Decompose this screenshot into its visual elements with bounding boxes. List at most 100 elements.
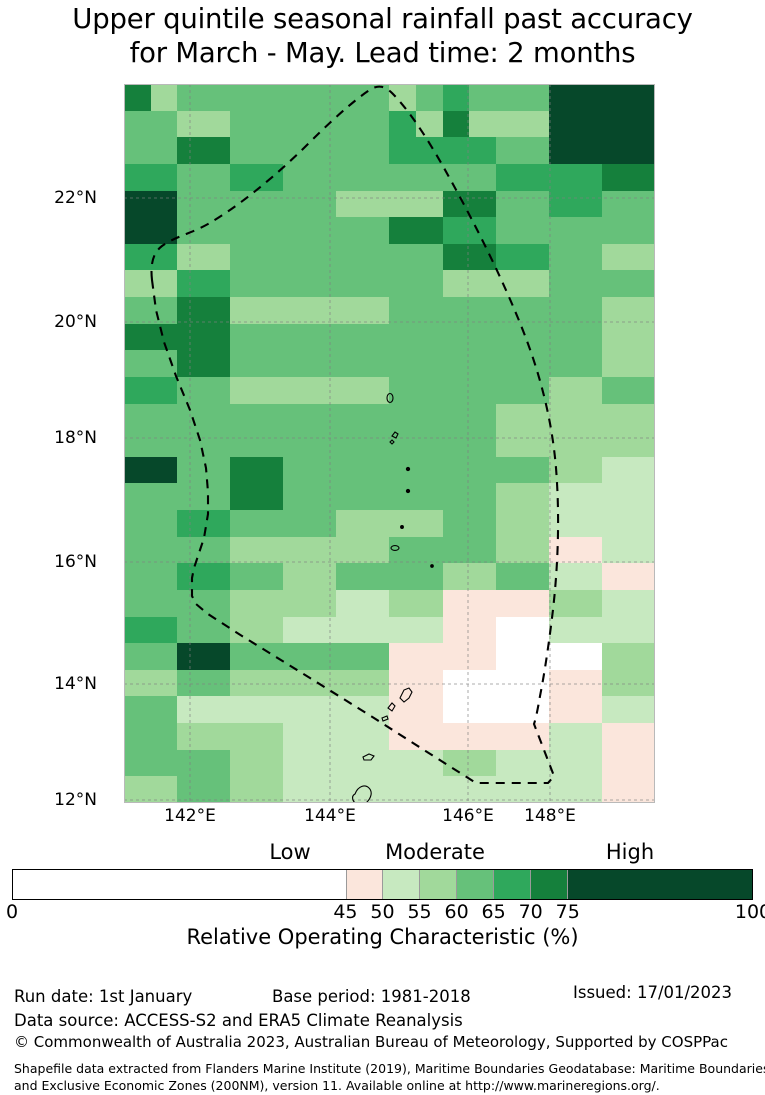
heatmap-cell — [495, 323, 523, 351]
heatmap-cell — [150, 669, 178, 697]
heatmap-cell — [336, 589, 363, 617]
heatmap-cell — [522, 536, 549, 564]
heatmap-cell — [362, 776, 390, 803]
heatmap-cell — [495, 616, 523, 644]
heatmap-cell — [256, 217, 284, 244]
heatmap-cell — [548, 190, 576, 218]
heatmap-cell — [230, 776, 257, 803]
heatmap-cell — [442, 84, 470, 111]
heatmap-cell — [150, 723, 178, 750]
heatmap-cell — [495, 403, 523, 431]
run-date-text: Run date: 1st January — [14, 987, 193, 1006]
heatmap-cell — [256, 110, 284, 138]
heatmap-cell — [203, 536, 231, 564]
heatmap-cell — [230, 589, 257, 617]
heatmap-cell — [283, 110, 310, 138]
heatmap-cell — [522, 217, 549, 244]
heatmap-cell — [442, 456, 470, 484]
heatmap-cell — [416, 776, 443, 803]
heatmap-cell — [283, 84, 310, 111]
heatmap-cell — [230, 563, 257, 590]
heatmap-cell — [150, 350, 178, 377]
heatmap-cell — [548, 749, 576, 777]
heatmap-cell — [442, 323, 470, 351]
heatmap-cell — [283, 536, 310, 564]
heatmap-cell — [336, 137, 363, 164]
heatmap-cell — [389, 243, 417, 271]
heatmap-cell — [601, 323, 629, 351]
heatmap-cell — [203, 84, 231, 111]
colorbar-tick-label: 50 — [370, 901, 395, 923]
heatmap-cell — [522, 163, 549, 191]
heatmap-cell — [575, 163, 602, 191]
heatmap-cell — [336, 243, 363, 271]
x-axis-tick-label: 144°E — [304, 806, 356, 826]
heatmap-cell — [469, 430, 496, 457]
heatmap-cell — [283, 669, 310, 697]
heatmap-cell — [575, 536, 602, 564]
heatmap-cell — [548, 643, 576, 670]
heatmap-cell — [416, 376, 443, 404]
heatmap-cell — [336, 669, 363, 697]
title-line-2: for March - May. Lead time: 2 months — [129, 37, 636, 69]
heatmap-cell — [309, 669, 337, 697]
heatmap-cell — [495, 643, 523, 670]
heatmap-cell — [442, 376, 470, 404]
heatmap-cells[interactable] — [124, 84, 655, 803]
heatmap-cell — [389, 84, 417, 111]
heatmap-cell — [416, 563, 443, 590]
heatmap-cell — [601, 643, 629, 670]
heatmap-cell — [495, 137, 523, 164]
heatmap-cell — [601, 483, 629, 511]
heatmap-cell — [495, 510, 523, 537]
heatmap-cell — [177, 776, 204, 803]
heatmap-cell — [362, 110, 390, 138]
heatmap-cell — [362, 616, 390, 644]
heatmap-cell — [362, 350, 390, 377]
heatmap-cell — [309, 243, 337, 271]
heatmap-cell — [336, 297, 363, 324]
heatmap-cell — [628, 616, 655, 644]
heatmap-cell — [309, 723, 337, 750]
heatmap-cell — [522, 456, 549, 484]
heatmap-cell — [469, 536, 496, 564]
heatmap-cell — [283, 350, 310, 377]
heatmap-cell — [362, 376, 390, 404]
colorbar[interactable] — [12, 869, 753, 900]
heatmap-cell — [309, 110, 337, 138]
heatmap-cell — [469, 163, 496, 191]
heatmap-cell — [124, 110, 151, 138]
heatmap-cell — [177, 376, 204, 404]
heatmap-cell — [469, 243, 496, 271]
heatmap-cell — [177, 483, 204, 511]
heatmap-cell — [362, 243, 390, 271]
heatmap-cell — [442, 137, 470, 164]
heatmap-plot[interactable] — [124, 84, 655, 803]
heatmap-cell — [628, 536, 655, 564]
heatmap-cell — [389, 163, 417, 191]
heatmap-cell — [203, 669, 231, 697]
heatmap-cell — [203, 749, 231, 777]
heatmap-cell — [150, 403, 178, 431]
heatmap-cell — [124, 536, 151, 564]
heatmap-cell — [150, 749, 178, 777]
heatmap-cell — [230, 669, 257, 697]
heatmap-cell — [416, 137, 443, 164]
heatmap-cell — [177, 430, 204, 457]
heatmap-cell — [575, 137, 602, 164]
heatmap-cell — [469, 589, 496, 617]
heatmap-cell — [309, 776, 337, 803]
heatmap-cell — [628, 243, 655, 271]
y-axis-tick-label: 16°N — [54, 552, 97, 572]
heatmap-cell — [256, 137, 284, 164]
heatmap-cell — [495, 350, 523, 377]
heatmap-cell — [548, 376, 576, 404]
heatmap-cell — [150, 297, 178, 324]
heatmap-cell — [442, 749, 470, 777]
heatmap-cell — [150, 643, 178, 670]
heatmap-cell — [469, 776, 496, 803]
heatmap-cell — [601, 589, 629, 617]
heatmap-cell — [416, 430, 443, 457]
heatmap-cell — [628, 137, 655, 164]
heatmap-cell — [548, 217, 576, 244]
